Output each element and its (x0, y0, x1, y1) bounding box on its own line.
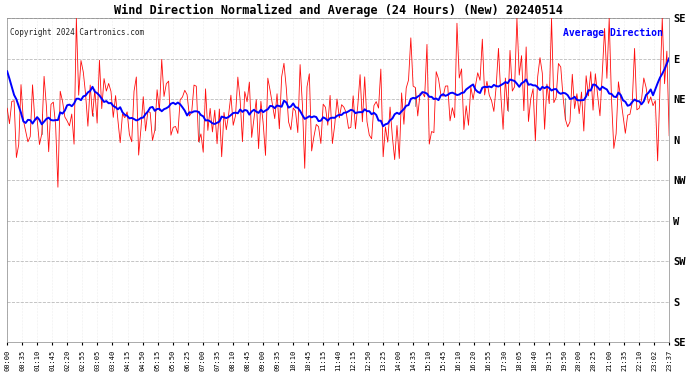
Text: Copyright 2024 Cartronics.com: Copyright 2024 Cartronics.com (10, 28, 145, 37)
Title: Wind Direction Normalized and Average (24 Hours) (New) 20240514: Wind Direction Normalized and Average (2… (114, 4, 562, 17)
Text: Average Direction: Average Direction (562, 28, 662, 38)
